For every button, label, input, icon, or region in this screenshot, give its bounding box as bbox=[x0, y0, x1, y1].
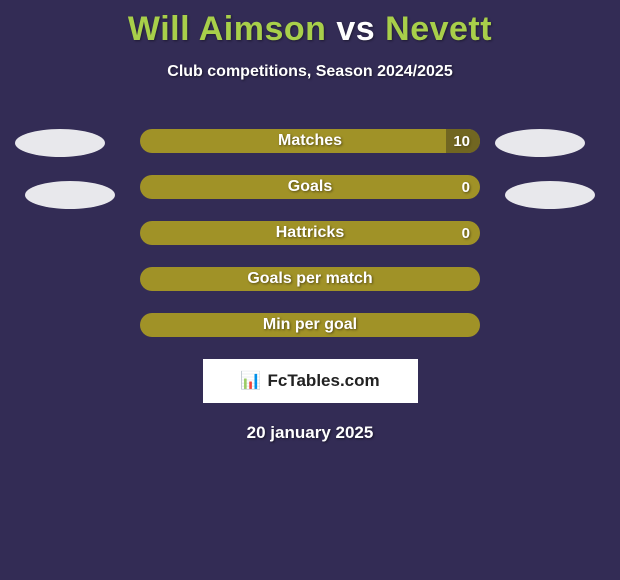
stat-row: Goals0 bbox=[0, 175, 620, 199]
stat-label: Goals per match bbox=[140, 267, 480, 291]
stat-row: Min per goal bbox=[0, 313, 620, 337]
title-player2: Nevett bbox=[385, 10, 492, 48]
stat-label: Hattricks bbox=[140, 221, 480, 245]
stat-value: 10 bbox=[440, 129, 470, 153]
stat-value: 0 bbox=[440, 221, 470, 245]
subtitle: Club competitions, Season 2024/2025 bbox=[0, 63, 620, 81]
stat-value: 0 bbox=[440, 175, 470, 199]
stat-label: Min per goal bbox=[140, 313, 480, 337]
chart-icon: 📊 bbox=[240, 371, 261, 391]
comparison-chart: Matches10Goals0Hattricks0Goals per match… bbox=[0, 129, 620, 337]
date-label: 20 january 2025 bbox=[0, 423, 620, 443]
stat-label: Goals bbox=[140, 175, 480, 199]
title-vs: vs bbox=[326, 10, 385, 48]
logo-text: FcTables.com bbox=[268, 371, 380, 391]
logo-badge: 📊 FcTables.com bbox=[203, 359, 418, 403]
stat-row: Hattricks0 bbox=[0, 221, 620, 245]
stat-row: Goals per match bbox=[0, 267, 620, 291]
stat-row: Matches10 bbox=[0, 129, 620, 153]
page-title: Will Aimson vs Nevett bbox=[0, 0, 620, 49]
title-player1: Will Aimson bbox=[128, 10, 327, 48]
stat-label: Matches bbox=[140, 129, 480, 153]
